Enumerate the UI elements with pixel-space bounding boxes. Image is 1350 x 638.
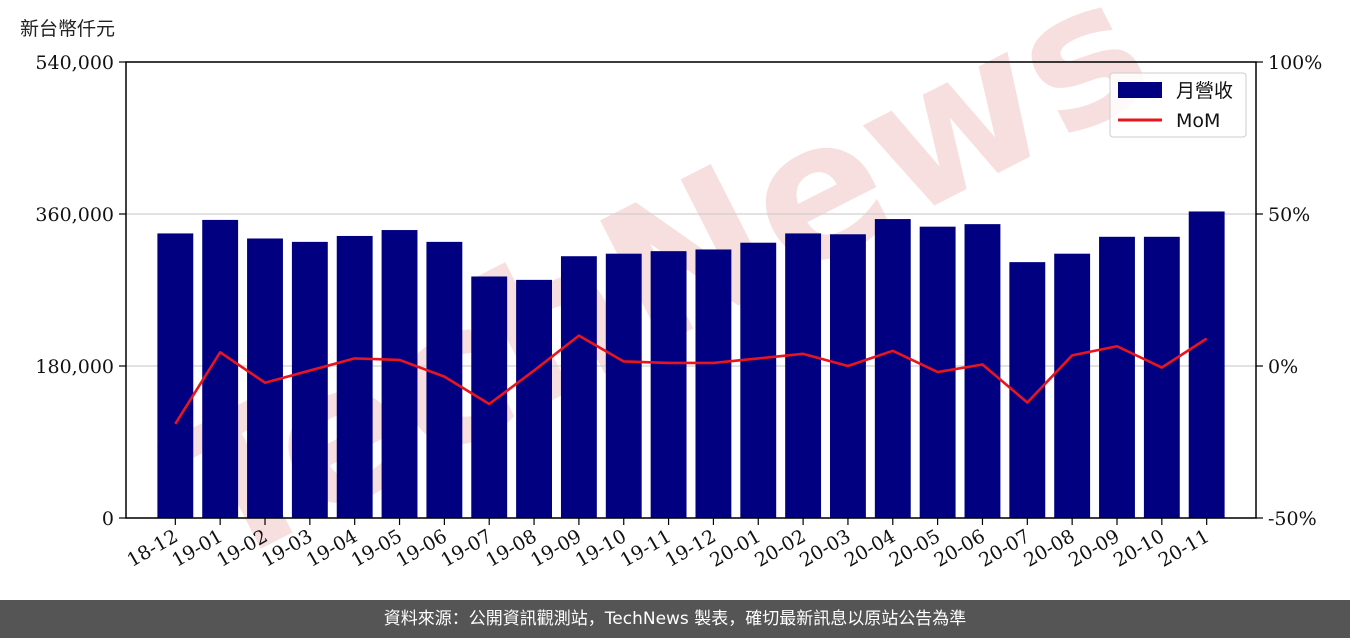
bar (1188, 211, 1225, 518)
bar (964, 224, 1001, 518)
y-left-tick-label: 180,000 (35, 356, 114, 378)
y-right-tick-label: 50% (1268, 204, 1310, 226)
x-tick-label: 19-08 (482, 525, 540, 571)
x-tick-label: 20-06 (931, 525, 989, 571)
x-tick-label: 20-07 (975, 525, 1033, 571)
y-left-tick-label: 540,000 (35, 52, 114, 74)
bar (1054, 253, 1091, 518)
bar (560, 256, 597, 518)
x-tick-label: 19-07 (437, 525, 495, 571)
y-right-tick-label: -50% (1268, 508, 1317, 530)
bar (1143, 236, 1180, 519)
bar (336, 235, 373, 518)
chart-area: TechNews0180,000360,000540,000-50%0%50%1… (35, 0, 1322, 600)
legend-label-revenue: 月營收 (1176, 80, 1233, 102)
y-right-tick-label: 0% (1268, 356, 1298, 378)
bar (874, 219, 911, 519)
x-tick-label: 19-11 (617, 525, 675, 571)
bar (650, 251, 687, 518)
bar (740, 242, 777, 518)
x-tick-label: 19-09 (527, 525, 585, 571)
x-tick-label: 20-09 (1065, 525, 1123, 571)
bar (785, 233, 822, 518)
bar (516, 279, 552, 518)
bar (830, 234, 866, 518)
x-tick-label: 20-08 (1020, 525, 1078, 571)
chart-svg: TechNews0180,000360,000540,000-50%0%50%1… (35, 0, 1322, 600)
x-tick-label: 20-03 (796, 525, 854, 571)
x-tick-label: 19-06 (392, 525, 450, 571)
bar (695, 249, 732, 518)
x-tick-label: 20-01 (706, 525, 764, 571)
x-tick-label: 19-12 (661, 525, 719, 571)
bar (381, 230, 418, 519)
bar (157, 233, 194, 518)
x-tick-label: 20-05 (886, 525, 944, 571)
x-tick-label: 20-10 (1110, 525, 1168, 571)
x-tick-label: 18-12 (123, 525, 181, 571)
plot-frame (125, 61, 1257, 519)
bar (291, 241, 328, 518)
x-tick-label: 20-11 (1155, 525, 1213, 571)
source-footer: 資料來源：公開資訊觀測站，TechNews 製表，確切最新訊息以原站公告為準 (0, 600, 1350, 638)
bar (202, 219, 239, 518)
x-tick-label: 20-04 (841, 525, 899, 571)
bar (426, 241, 463, 518)
bar (605, 253, 642, 518)
y-left-tick-label: 360,000 (35, 204, 114, 226)
x-tick-label: 20-02 (751, 525, 809, 571)
mom-line (174, 334, 1208, 425)
x-tick-label: 19-10 (572, 525, 630, 571)
y-axis-unit-label: 新台幣仟元 (20, 18, 116, 40)
y-left-tick-label: 0 (102, 508, 114, 530)
legend-bar-swatch (1118, 82, 1162, 98)
y-right-tick-label: 100% (1268, 52, 1322, 74)
bar (1099, 236, 1135, 519)
legend-label-mom: MoM (1176, 110, 1220, 132)
